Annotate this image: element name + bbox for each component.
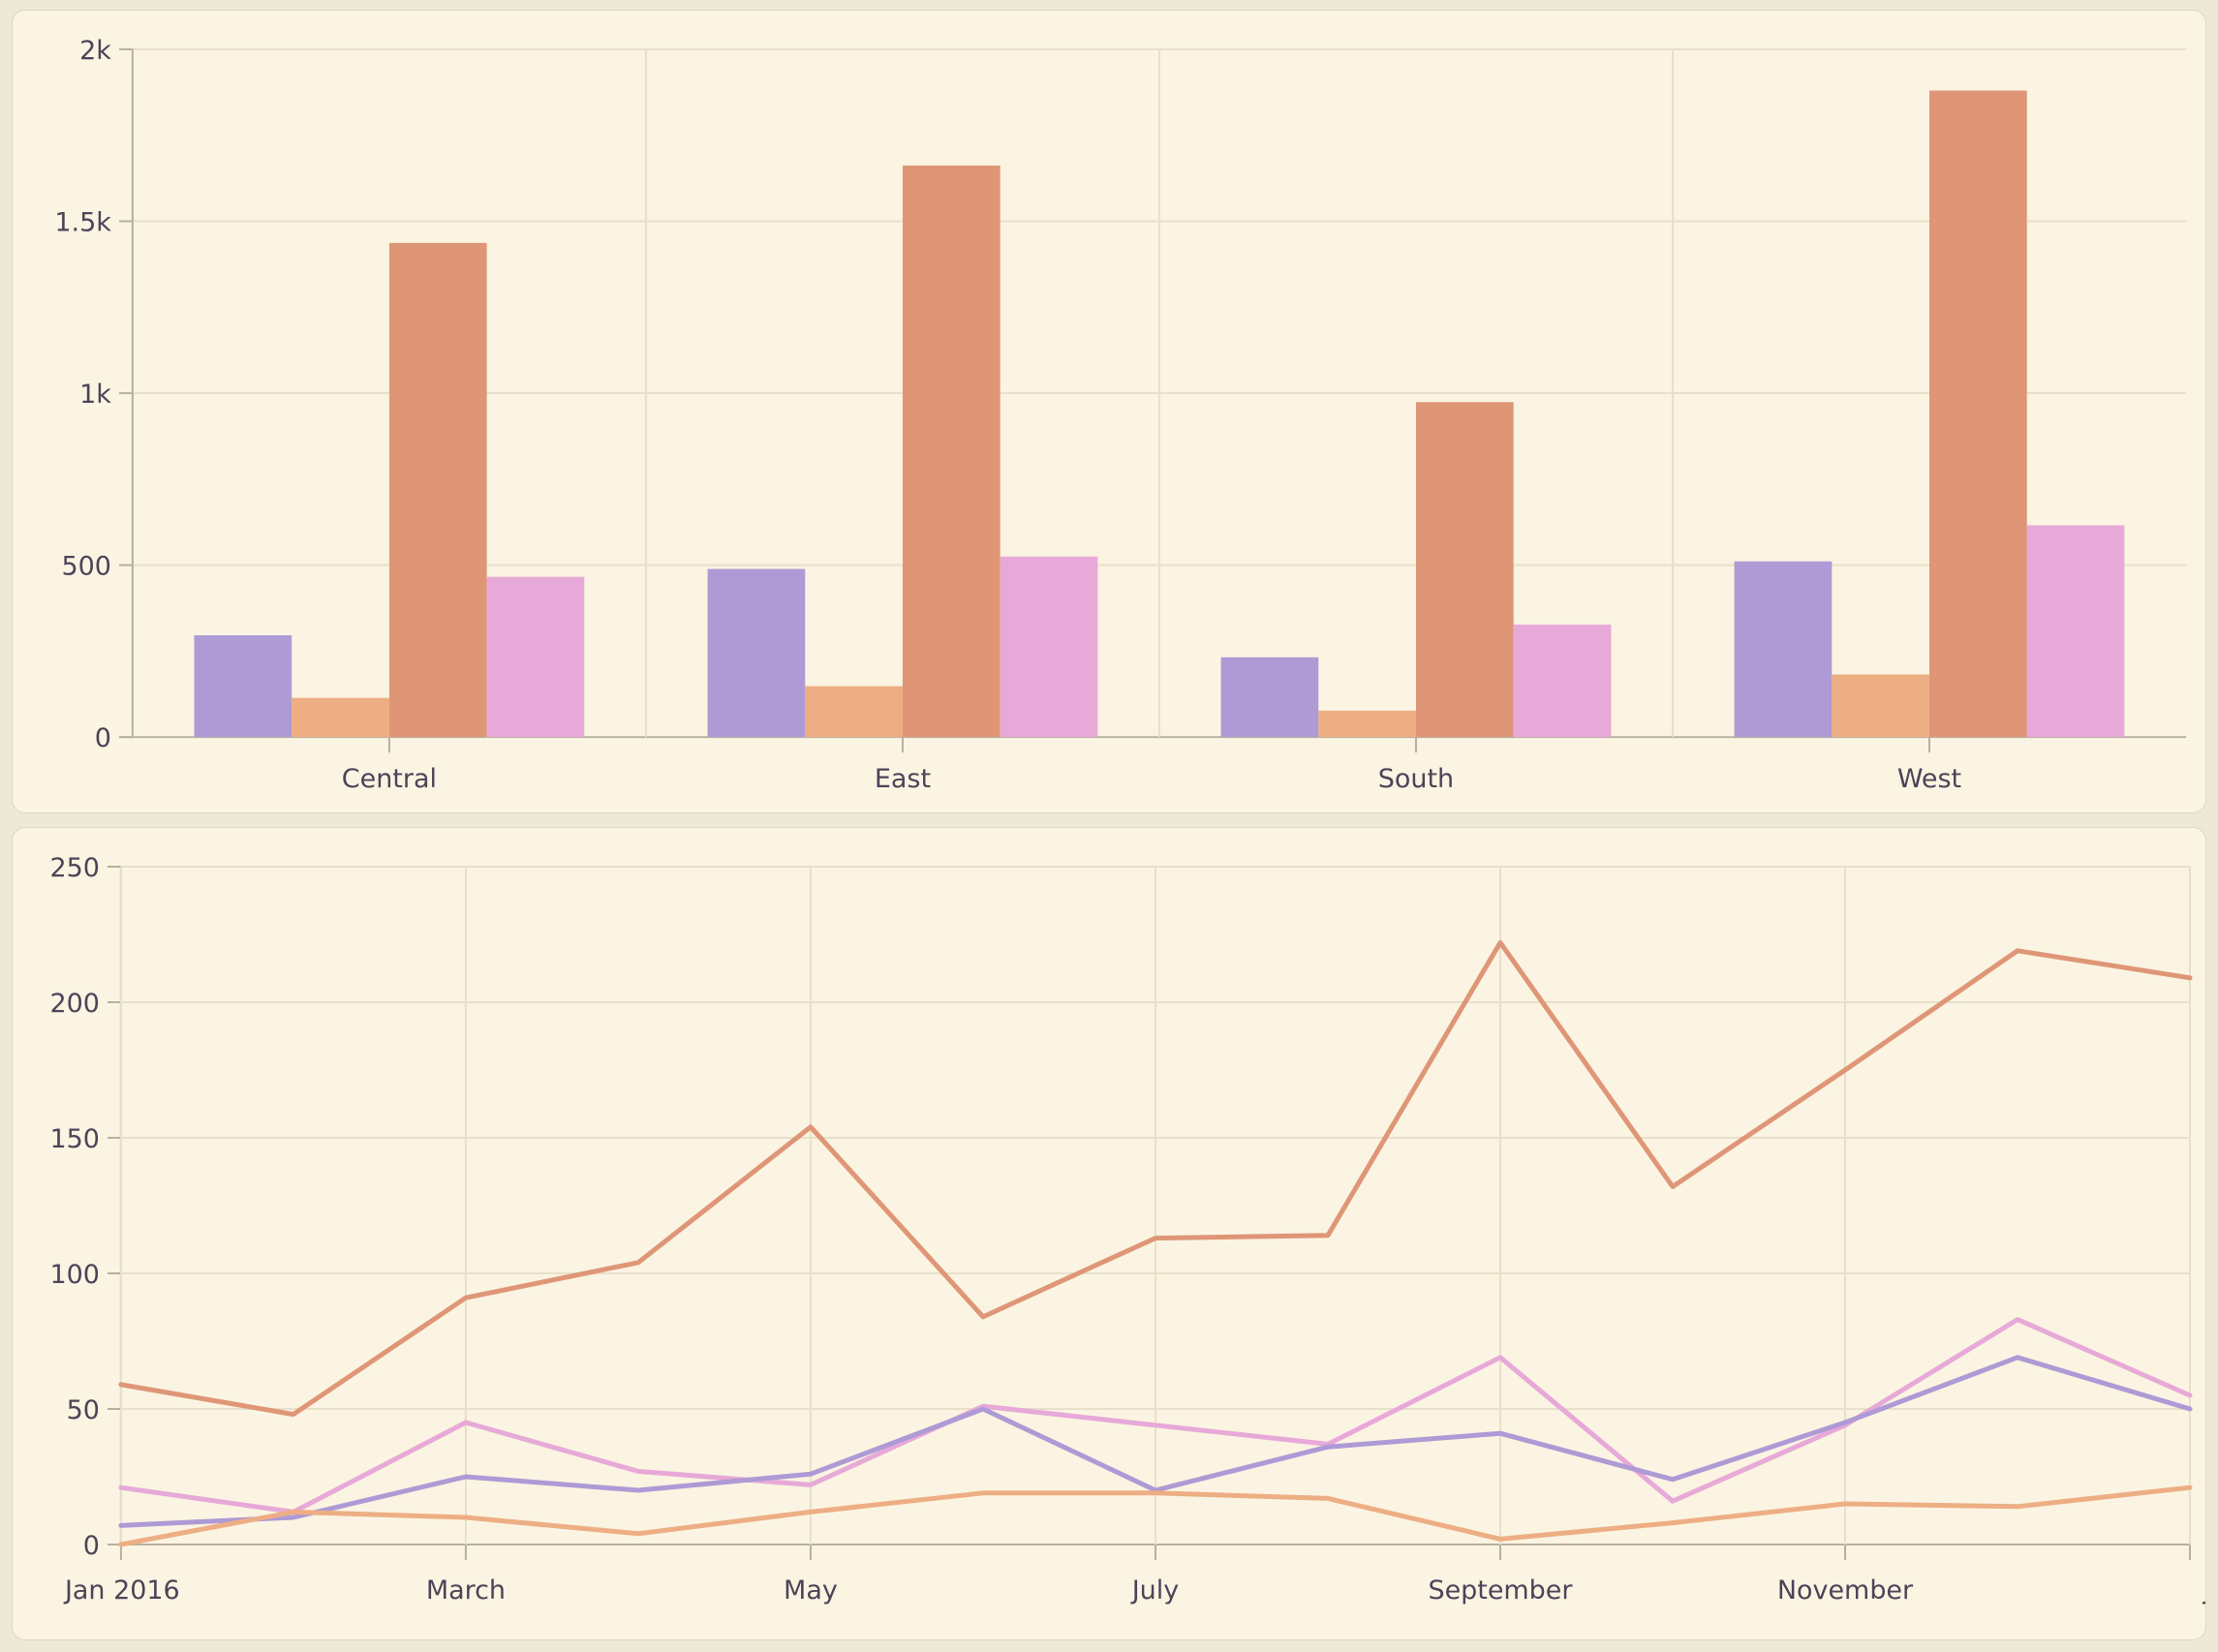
x-tick-label-east: East bbox=[875, 764, 931, 794]
y-tick-label: 100 bbox=[49, 1260, 99, 1290]
y-tick-label: 200 bbox=[49, 989, 99, 1019]
y-tick-label: 50 bbox=[67, 1395, 100, 1425]
y-tick-label: 250 bbox=[49, 853, 99, 883]
bar-south-series-4[interactable] bbox=[1513, 625, 1612, 738]
bar-south-series-3[interactable] bbox=[1415, 402, 1514, 738]
x-tick-label-west: West bbox=[1897, 764, 1961, 794]
line-chart-panel: 0 50 100 150 200 250 Jan 2016 March May July Septe… bbox=[12, 827, 2206, 1640]
bar-east-series-3[interactable] bbox=[902, 165, 1001, 738]
y-tick-label: 0 bbox=[83, 1531, 100, 1561]
bar-central-series-1[interactable] bbox=[194, 635, 293, 738]
line-series-purple[interactable] bbox=[118, 1355, 2193, 1528]
bar-chart-panel: 0 500 1k 1.5k 2k Central East South West bbox=[12, 10, 2206, 813]
line-chart-svg[interactable]: 0 50 100 150 200 250 Jan 2016 March May July Septe… bbox=[13, 828, 2205, 1639]
y-tick-label: 1k bbox=[79, 380, 111, 410]
bar-south-series-2[interactable] bbox=[1318, 710, 1416, 738]
y-tick-label: 150 bbox=[49, 1124, 99, 1154]
bar-central-series-4[interactable] bbox=[486, 576, 585, 738]
bar-east-series-2[interactable] bbox=[805, 686, 903, 738]
x-tick-label: September bbox=[1428, 1576, 1573, 1606]
x-tick-label-south: South bbox=[1378, 764, 1454, 794]
bar-central-series-2[interactable] bbox=[292, 697, 389, 738]
y-tick-label: 0 bbox=[95, 723, 111, 753]
y-tick-label: 1.5k bbox=[54, 207, 111, 237]
bar-south-series-1[interactable] bbox=[1220, 657, 1319, 738]
y-tick-label: 2k bbox=[79, 36, 111, 66]
bar-west-series-1[interactable] bbox=[1734, 561, 1833, 738]
x-tick-label: July bbox=[1130, 1576, 1180, 1606]
x-tick-label: March bbox=[426, 1576, 506, 1606]
x-tick-label-central: Central bbox=[342, 764, 437, 794]
x-tick-label: Jan 2016 bbox=[63, 1576, 180, 1606]
line-series-salmon[interactable] bbox=[118, 939, 2193, 1418]
bar-central-series-3[interactable] bbox=[388, 242, 487, 738]
y-tick-label: 500 bbox=[61, 552, 110, 582]
x-tick-label: Jan 201 bbox=[2202, 1576, 2205, 1606]
x-tick-label: May bbox=[784, 1576, 838, 1606]
bar-east-series-1[interactable] bbox=[707, 568, 806, 738]
bar-chart-svg[interactable]: 0 500 1k 1.5k 2k Central East South West bbox=[13, 11, 2205, 812]
bar-west-series-4[interactable] bbox=[2026, 525, 2125, 738]
bar-west-series-2[interactable] bbox=[1832, 674, 1930, 738]
line-series-light-orange[interactable] bbox=[118, 1484, 2193, 1547]
x-tick-label: November bbox=[1777, 1576, 1914, 1606]
line-series-pink[interactable] bbox=[118, 1317, 2193, 1514]
bar-east-series-4[interactable] bbox=[1000, 556, 1098, 738]
bar-west-series-3[interactable] bbox=[1929, 90, 2027, 738]
